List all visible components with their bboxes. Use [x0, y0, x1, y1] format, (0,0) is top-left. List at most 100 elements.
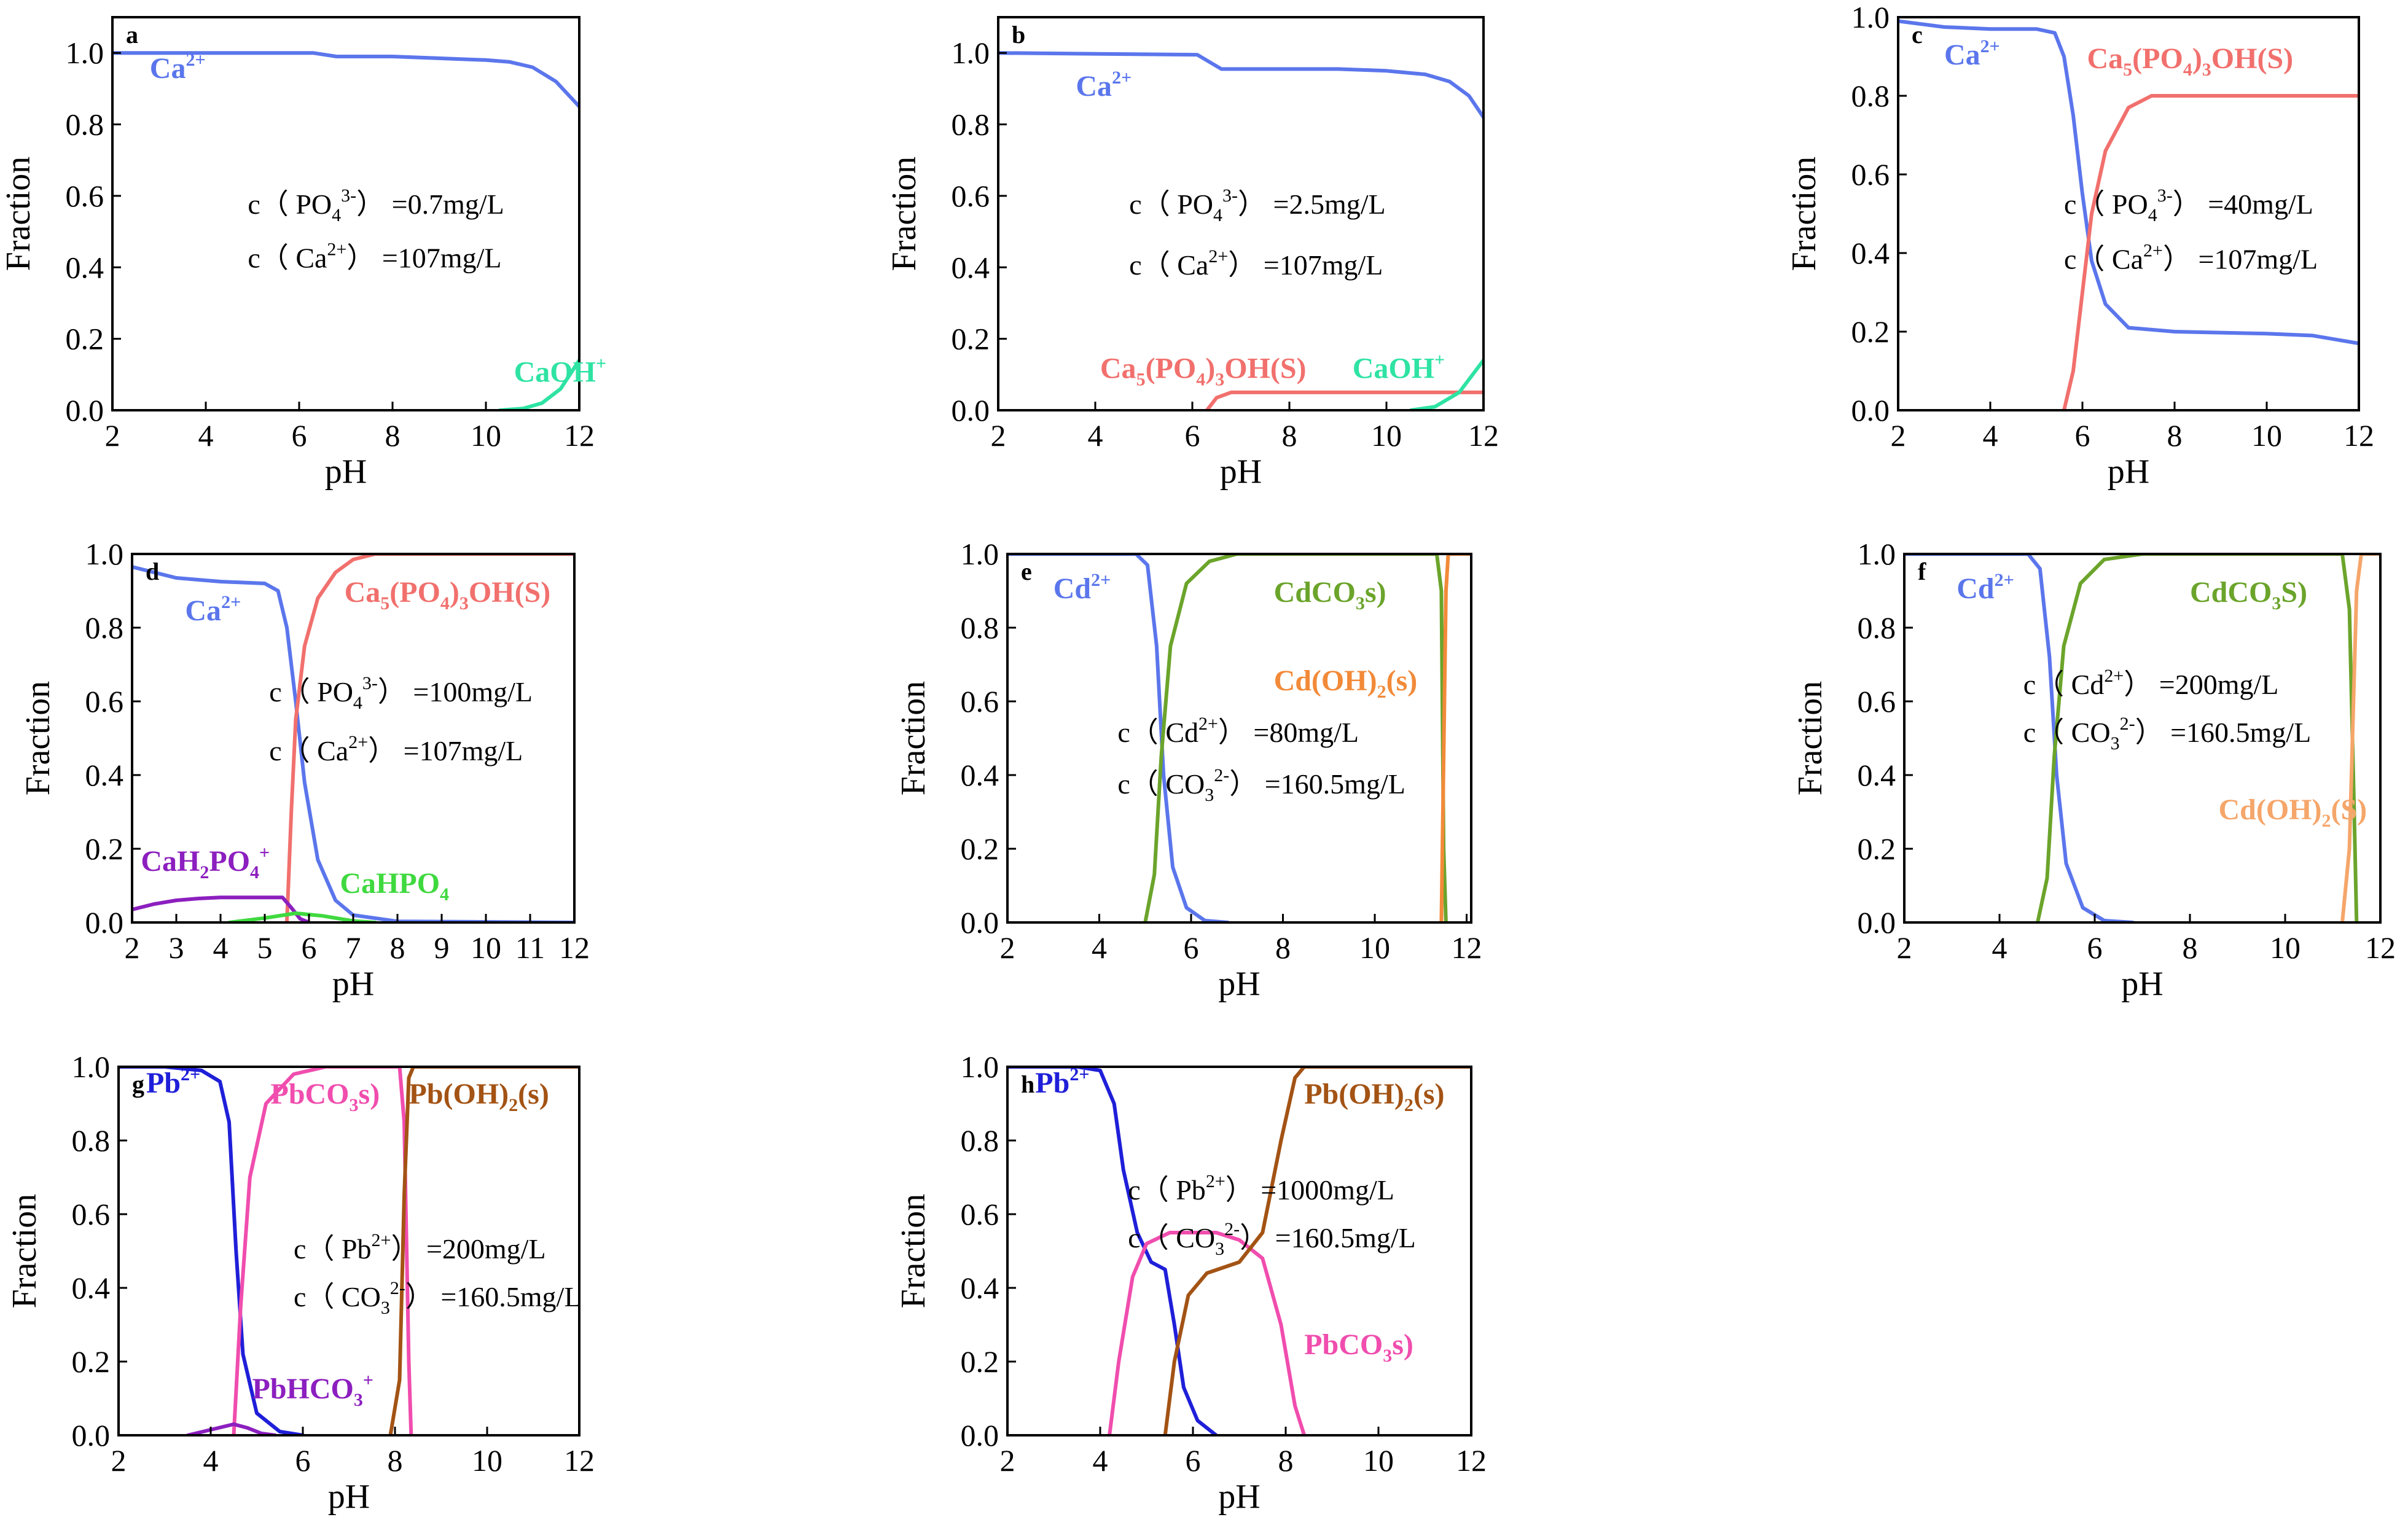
panel-f: 2 4 6 8 10 120.00.20.40.60.81.0pHFractionfCd2… [1791, 537, 2396, 1003]
label-part: c（ [1128, 1222, 1176, 1253]
condition-note: c（ CO32-​） =160.5mg/L [1128, 1219, 1415, 1259]
base: Ca [1944, 39, 1980, 71]
subscript: 3 [1205, 785, 1214, 805]
label-part: ） =160.5mg/L [1229, 768, 1405, 800]
species-label-PbCO3(s): PbCO3​s) [271, 1078, 380, 1115]
panel-letter: a [126, 21, 138, 49]
x-axis-label: pH [2121, 965, 2163, 1003]
label-part: Cd(OH) [2219, 793, 2322, 826]
x-axis-label: pH [325, 453, 367, 491]
panel-e: 2 4 6 8 10 120.00.20.40.60.81.0pHFractioneCd2… [894, 537, 1482, 1003]
subscript: 5 [380, 593, 389, 614]
y-tick-label: 0.8 [952, 107, 990, 142]
label-part: s) [359, 1078, 380, 1110]
label-part: c（ [1117, 768, 1165, 800]
superscript: 2+ [1112, 68, 1132, 88]
x-tick-label: 10 [1363, 1443, 1394, 1478]
condition-note: c（ Pb2+​） =1000mg/L [1128, 1171, 1394, 1206]
condition-note: c（ PO43-​） =40mg/L [2064, 185, 2313, 225]
species-label-Ca5(PO4)3OH(S): Ca5​(PO4​)3​OH(S) [1100, 353, 1307, 390]
label-part: ) [541, 576, 550, 609]
label-part: (s) [1413, 1078, 1445, 1110]
x-tick-label: 10 [1371, 418, 1402, 453]
species-label-PbCO3(s): PbCO3​s) [1304, 1328, 1413, 1366]
superscript: 2+ [2143, 241, 2163, 261]
x-tick-label: 4 [1093, 1443, 1108, 1478]
label-part: ( [389, 576, 399, 609]
y-tick-label: 0.4 [961, 758, 999, 792]
label-part: CaH [141, 845, 200, 878]
label-part: Ca [2087, 42, 2124, 75]
plot-frame [997, 16, 1485, 411]
condition-note: c（ Cd2+​） =80mg/L [1117, 714, 1359, 748]
y-tick-label: 0.2 [952, 322, 990, 356]
plot-frame [1897, 16, 2360, 411]
x-tick-label: 4 [198, 418, 214, 453]
base: Ca [1076, 70, 1112, 103]
x-tick-label: 10 [472, 1443, 502, 1478]
label-part: PbCO [1304, 1328, 1383, 1361]
label-part: Pb(OH) [1304, 1078, 1404, 1110]
label-part: (s) [1386, 665, 1418, 697]
y-tick-label: 1.0 [952, 36, 990, 70]
label-part: ） =2.5mg/L [1238, 189, 1386, 220]
label-part: ） =107mg/L [2163, 244, 2318, 275]
subscript: 2 [1404, 1095, 1413, 1115]
species-label-Pb(OH)2(s): Pb(OH)2​(s) [409, 1078, 549, 1115]
condition-note: c（ CO32-​） =160.5mg/L [1117, 765, 1405, 805]
y-tick-label: 0.2 [961, 832, 999, 866]
x-tick-label: 11 [515, 930, 545, 965]
x-tick-label: 4 [213, 930, 229, 965]
condition-note: c（ Ca2+​） =107mg/L [2064, 241, 2318, 275]
y-axis-label: Fraction [894, 1194, 932, 1309]
superscript: 2+ [181, 1064, 200, 1085]
label-part: c（ [1129, 249, 1177, 281]
x-tick-label: 8 [2167, 418, 2183, 453]
series-line-PbCO3(s) [232, 1067, 413, 1435]
y-tick-label: 0.6 [952, 179, 990, 213]
y-tick-label: 0.8 [66, 107, 104, 142]
x-tick-label: 7 [346, 930, 361, 965]
x-tick-label: 10 [471, 930, 501, 965]
y-tick-label: 0.8 [961, 610, 999, 645]
y-tick-label: 0.0 [1851, 393, 1890, 427]
y-tick-label: 1.0 [1851, 0, 1890, 34]
x-tick-label: 6 [2087, 930, 2103, 965]
label-part: c（ [294, 1281, 342, 1312]
panel-letter: b [1012, 21, 1025, 49]
x-tick-label: 2 [1891, 418, 1906, 453]
label-part: c（ [294, 1233, 342, 1265]
label-part: ） =40mg/L [2173, 189, 2313, 220]
plot-frame [1006, 1066, 1472, 1437]
y-tick-label: 0.2 [1851, 314, 1890, 349]
panel-letter: g [132, 1070, 144, 1098]
y-axis-label: Fraction [0, 157, 37, 271]
label-part: ） =107mg/L [368, 735, 523, 766]
condition-note: c（ Pb2+​） =200mg/L [294, 1230, 546, 1265]
subscript: 2 [509, 1095, 518, 1115]
label-part: S [1280, 353, 1297, 385]
x-axis-label: pH [1218, 1478, 1260, 1516]
label-part: PbCO [271, 1078, 350, 1110]
label-part: ） =1000mg/L [1226, 1174, 1394, 1206]
label-part: OH( [469, 576, 525, 609]
superscript: 2+ [2104, 666, 2124, 686]
x-axis-label: pH [2108, 453, 2149, 491]
x-tick-label: 6 [1185, 418, 1200, 453]
label-part: s) [1365, 576, 1386, 609]
panel-letter: h [1021, 1070, 1034, 1098]
base: CaOH [1353, 353, 1434, 385]
series-line-Ca5(PO4)3OH(S) [285, 554, 574, 922]
x-tick-label: 6 [2075, 418, 2090, 453]
superscript: + [259, 843, 270, 863]
superscript: 2- [1214, 765, 1229, 786]
label-part: ） =200mg/L [2124, 669, 2278, 700]
superscript: 2- [390, 1278, 405, 1298]
label-part: c（ [1129, 189, 1177, 220]
x-tick-label: 4 [1983, 418, 1998, 453]
base: Cd [1054, 572, 1092, 605]
panel-b: 2 4 6 8 10 120.00.20.40.60.81.0pHFractionbCa2… [885, 16, 1499, 491]
label-part: Pb(OH) [409, 1078, 509, 1110]
y-tick-label: 1.0 [1858, 537, 1896, 571]
